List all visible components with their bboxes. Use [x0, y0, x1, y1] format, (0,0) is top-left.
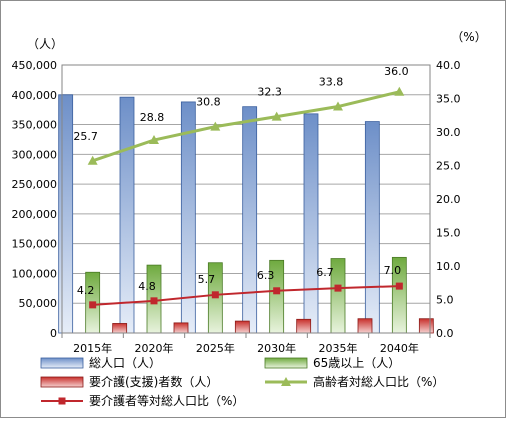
legend-label: 総人口（人） [89, 356, 161, 370]
care-ratio-marker [150, 297, 158, 305]
legend-marker [58, 397, 66, 405]
aged-ratio-data-label: 32.3 [257, 86, 282, 99]
aged-ratio-marker [394, 86, 405, 96]
legend-swatch [264, 357, 308, 369]
y-right-tick-label: 30.0 [436, 126, 461, 139]
care-required-bar [418, 318, 434, 334]
y-left-tick-label: 150,000 [12, 238, 58, 251]
legend-swatch [40, 357, 84, 369]
care-ratio-data-label: 4.8 [138, 280, 156, 293]
x-tick-label: 2015年 [73, 341, 112, 355]
legend-label: 要介護(支援)者数（人） [89, 374, 218, 389]
care-ratio-data-label: 4.2 [77, 284, 95, 297]
aged-ratio-marker [271, 111, 282, 121]
care-ratio-marker [334, 284, 342, 292]
care-ratio-data-label: 6.3 [257, 269, 275, 282]
y-right-tick-label: 40.0 [436, 59, 461, 72]
care-required-bar [112, 323, 128, 334]
total-population-bar [242, 106, 258, 334]
care-required-bar [357, 318, 373, 334]
y-right-tick-label: 15.0 [436, 227, 461, 240]
care-ratio-data-label: 6.7 [316, 266, 334, 279]
y-left-tick-label: 350,000 [12, 119, 58, 132]
legend-swatch [40, 376, 84, 388]
aged-ratio-marker [87, 155, 98, 165]
total-population-bar [119, 96, 135, 334]
care-required-bar [234, 320, 250, 334]
care-required-bar [296, 318, 312, 334]
aged-ratio-line [92, 90, 400, 163]
legend-label: 高齢者対総人口比（%） [313, 374, 444, 389]
y-left-tick-label: 450,000 [12, 59, 58, 72]
aged-ratio-marker [149, 135, 159, 145]
y-left-tick-label: 200,000 [12, 208, 58, 221]
legend: 総人口（人） 65歳以上（人） 要介護(支援)者数（人） 高齢者対総人口比（%） 要介護… [40, 356, 444, 408]
y-left-tick-label: 400,000 [12, 89, 58, 102]
lines: 25.7 28.8 30.8 32.3 33.8 36.0 4.2 4.8 5.7 6.3 6.7 7… [73, 65, 409, 309]
x-tick-label: 2020年 [135, 341, 174, 355]
y-left-tick-label: 300,000 [12, 148, 58, 161]
care-ratio-marker [211, 291, 219, 299]
aged-ratio-data-label: 36.0 [384, 65, 409, 78]
care-required-bar [173, 322, 189, 334]
x-tick-label: 2040年 [380, 341, 419, 355]
x-tick-label: 2035年 [319, 341, 358, 355]
legend-marker [281, 377, 291, 386]
legend-label: 要介護者等対総人口比（%） [89, 393, 244, 408]
y-right-tick-label: 5.0 [436, 294, 454, 307]
y-right-tick-label: 35.0 [436, 93, 461, 106]
aged-ratio-data-label: 25.7 [73, 130, 98, 143]
total-population-bar [58, 94, 74, 334]
x-tick-label: 2025年 [196, 341, 235, 355]
care-ratio-marker [395, 282, 403, 290]
y-left-tick-label: 250,000 [12, 178, 58, 191]
y-left-tick-label: 0 [50, 327, 57, 340]
y-left-tick-label: 100,000 [12, 267, 58, 280]
aged-ratio-data-label: 28.8 [140, 111, 165, 124]
aged-ratio-marker [333, 101, 343, 111]
aged-ratio-marker [210, 121, 221, 131]
total-population-bar [303, 113, 319, 334]
y-right-tick-label: 10.0 [436, 260, 461, 273]
care-ratio-line [92, 285, 400, 306]
legend-label: 65歳以上（人） [313, 356, 400, 370]
care-ratio-data-label: 7.0 [384, 264, 402, 277]
care-ratio-marker [89, 301, 97, 309]
y-left-tick-label: 50,000 [19, 297, 58, 310]
axes: 0 50,000 100,000 150,000 200,000 250,000 300,0… [12, 59, 461, 355]
y-right-axis-label: （%） [451, 30, 486, 44]
x-tick-label: 2030年 [257, 341, 296, 355]
care-ratio-marker [273, 287, 281, 295]
care-ratio-data-label: 5.7 [198, 273, 216, 286]
y-right-tick-label: 25.0 [436, 160, 461, 173]
total-population-bar [364, 121, 380, 334]
y-right-tick-label: 20.0 [436, 193, 461, 206]
aged-ratio-data-label: 33.8 [319, 76, 344, 89]
y-right-tick-label: 0.0 [436, 327, 454, 340]
y-left-axis-label: （人） [27, 37, 63, 51]
aged-ratio-data-label: 30.8 [196, 96, 221, 109]
